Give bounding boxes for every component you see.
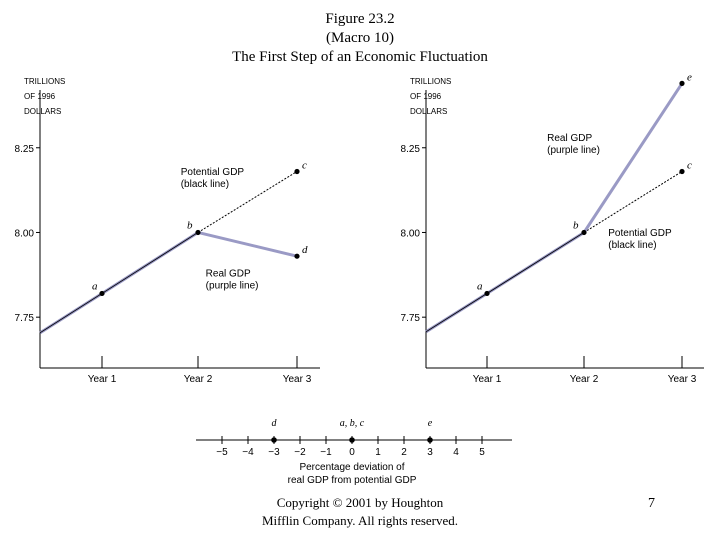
line-annotation: (purple line) [206,281,259,292]
x-tick-label: Year 1 [473,374,502,385]
data-point [195,229,201,236]
data-point-label: c [302,159,307,171]
figure-subtitle: (Macro 10) [326,30,394,46]
number-line-point-label: e [428,418,433,429]
data-point [294,168,300,175]
x-tick-label: Year 3 [668,374,697,385]
number-line-axis-label: Percentage deviation of [299,462,404,473]
copyright-line-2: Mifflin Company. All rights reserved. [261,513,459,528]
potential-gdp-line [583,171,683,233]
copyright-line-1: Copyright © 2001 by Houghton [276,495,444,510]
line-annotation: Potential GDP [608,228,672,239]
number-line-tick-label: 2 [401,447,407,458]
line-annotation: (black line) [181,179,229,190]
data-point [679,80,685,86]
data-point-label: c [687,159,692,171]
number-line-point [349,437,355,443]
figure-number: Figure 23.2 [325,11,395,27]
y-tick-label: 8.00 [15,228,35,239]
line-annotation: Real GDP [206,269,251,280]
number-line-point [271,437,277,443]
line-annotation: (purple line) [547,145,600,156]
line-annotation: Potential GDP [181,167,245,178]
x-tick-label: Year 1 [88,374,117,385]
data-point-label: a [477,280,483,292]
line-annotation: (black line) [608,240,656,251]
y-axis-label-line: TRILLIONS [24,77,65,86]
number-line-point-label: a, b, c [340,418,365,429]
data-point-label: a [92,280,98,292]
number-line-tick-label: −4 [242,447,254,458]
data-point [294,253,300,259]
data-point [99,290,105,297]
data-point-label: e [687,71,692,83]
copyright-footer: Copyright © 2001 by Houghton Mifflin Com… [240,494,480,530]
data-point-label: b [573,219,579,231]
y-tick-label: 7.75 [15,313,35,324]
data-point-label: d [302,244,308,256]
line-annotation: Real GDP [547,133,592,144]
x-tick-label: Year 3 [283,374,312,385]
y-tick-label: 8.25 [401,144,421,155]
number-line-axis-label: real GDP from potential GDP [288,475,417,486]
potential-gdp-line [425,232,585,333]
y-axis-label-line: DOLLARS [410,107,447,116]
y-axis-label-line: OF 1996 [24,92,56,101]
potential-gdp-line [197,171,298,233]
page-number: 7 [648,496,655,511]
y-axis-label-line: OF 1996 [410,92,442,101]
potential-gdp-line [39,232,199,334]
real-gdp-line [425,82,684,334]
number-line-tick-label: −5 [216,447,228,458]
y-tick-label: 7.75 [401,313,421,324]
number-line-tick-label: 0 [349,447,355,458]
number-line-tick-label: 5 [479,447,485,458]
number-line-tick-label: 4 [453,447,459,458]
x-tick-label: Year 2 [570,374,599,385]
data-point-label: b [187,219,193,231]
data-point [484,290,490,297]
number-line-tick-label: −2 [294,447,306,458]
number-line-point-label: d [272,418,278,429]
number-line-tick-label: 3 [427,447,433,458]
x-tick-label: Year 2 [184,374,213,385]
number-line-tick-label: 1 [375,447,381,458]
y-axis-label-line: TRILLIONS [410,77,451,86]
data-point [581,229,587,236]
figure-title: The First Step of an Economic Fluctuatio… [232,49,488,65]
number-line-point [427,437,433,443]
y-axis-label-line: DOLLARS [24,107,61,116]
y-tick-label: 8.25 [15,144,35,155]
data-point [679,168,685,175]
number-line-tick-label: −1 [320,447,332,458]
figure-title-block: Figure 23.2 (Macro 10) The First Step of… [0,10,720,67]
number-line-tick-label: −3 [268,447,280,458]
y-tick-label: 8.00 [401,228,421,239]
